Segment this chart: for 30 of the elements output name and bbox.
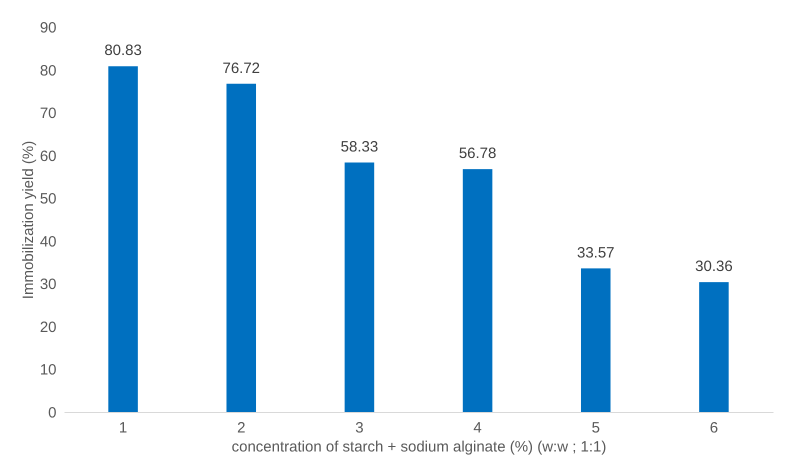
y-tick-label: 20 [40, 318, 56, 336]
data-label: 30.36 [695, 258, 733, 276]
y-axis-title: Immobilization yield (%) [20, 140, 37, 300]
bar [226, 84, 256, 412]
bar [108, 66, 138, 412]
bar [699, 282, 729, 412]
bar [462, 169, 492, 412]
y-tick-label: 80 [40, 62, 56, 80]
y-tick-label: 60 [40, 148, 56, 165]
data-label: 76.72 [222, 60, 260, 77]
y-tick-label: 90 [40, 20, 56, 36]
bar [344, 162, 374, 412]
bar [580, 268, 611, 412]
x-tick-label: 5 [592, 420, 600, 436]
y-tick-label: 40 [40, 233, 56, 250]
y-tick-label: 30 [40, 276, 56, 294]
x-tick-label: 6 [710, 420, 718, 436]
x-axis-title: concentration of starch + sodium alginate (%) (w:w ; 1:1) [232, 438, 606, 456]
x-tick-label: 4 [473, 420, 482, 436]
x-tick-label: 2 [237, 420, 246, 436]
y-tick-label: 50 [40, 190, 56, 208]
y-tick-label: 70 [40, 105, 56, 122]
y-tick-label: 0 [48, 404, 56, 422]
x-tick-label: 3 [355, 420, 364, 436]
data-label: 58.33 [340, 138, 378, 156]
y-tick-label: 10 [40, 362, 56, 379]
x-tick-label: 1 [118, 420, 128, 436]
data-label: 80.83 [104, 42, 142, 60]
data-label: 56.78 [458, 145, 496, 162]
data-label: 33.57 [576, 244, 615, 262]
